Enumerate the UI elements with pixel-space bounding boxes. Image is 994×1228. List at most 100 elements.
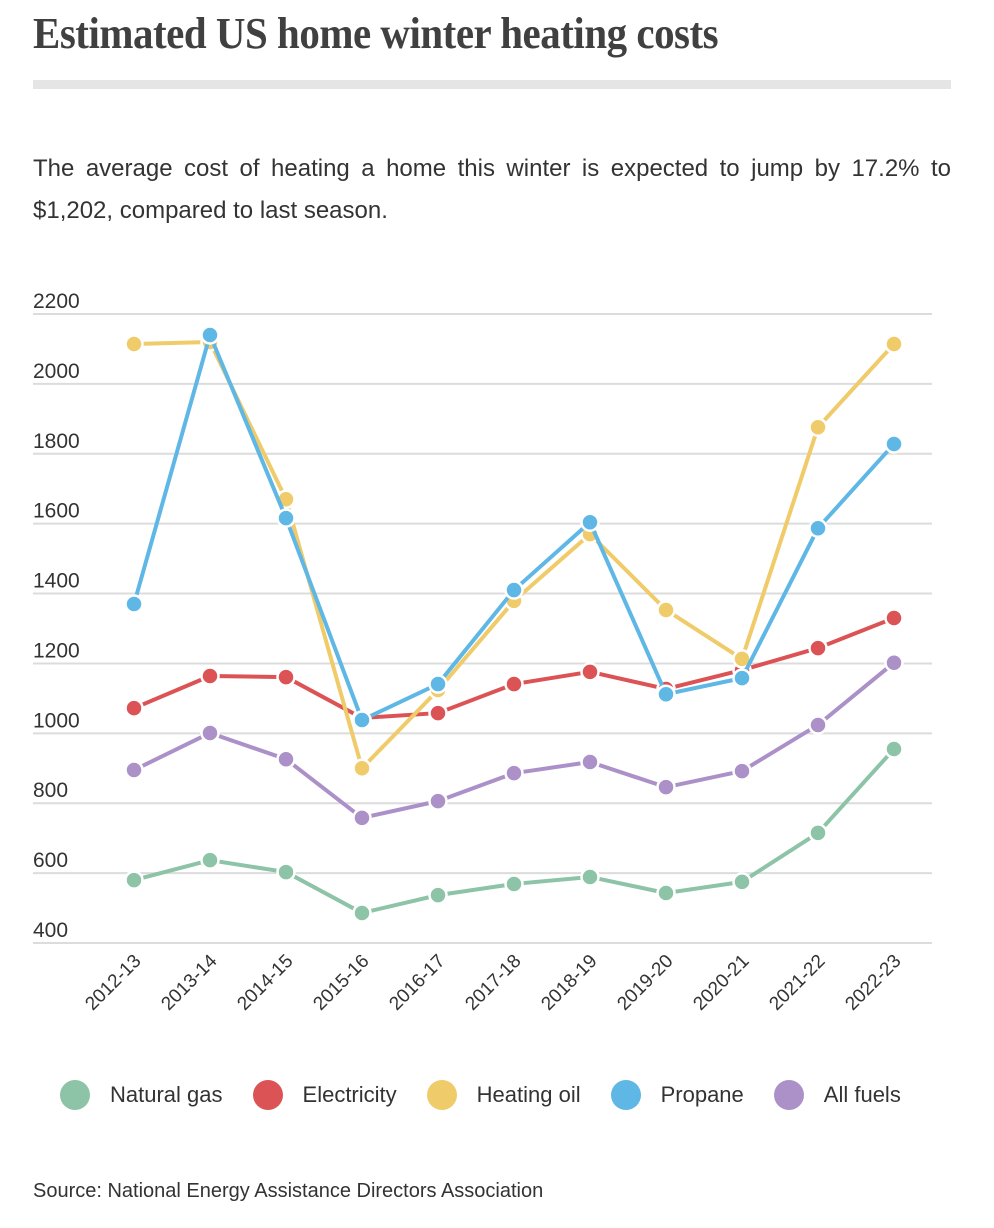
legend-label: Electricity — [302, 1082, 397, 1107]
legend-swatch-icon — [60, 1080, 90, 1110]
x-tick-label: 2019-20 — [613, 951, 677, 1015]
legend-label: Heating oil — [476, 1082, 581, 1107]
data-point[interactable] — [352, 758, 372, 779]
data-point[interactable] — [352, 710, 372, 730]
y-tick-label: 1400 — [33, 570, 80, 593]
data-point[interactable] — [200, 723, 220, 743]
data-point[interactable] — [276, 862, 296, 882]
x-tick-label: 2015-16 — [309, 951, 373, 1015]
legend-item[interactable]: Electricity — [252, 1080, 397, 1110]
legend-item[interactable]: Propane — [610, 1080, 744, 1110]
data-point[interactable] — [124, 760, 144, 780]
data-point[interactable] — [124, 594, 144, 614]
x-tick-label: 2022-23 — [841, 951, 905, 1015]
chart-title: Estimated US home winter heating costs — [33, 9, 719, 58]
legend-swatch-icon — [252, 1080, 283, 1110]
data-point[interactable] — [884, 434, 904, 454]
data-point[interactable] — [732, 872, 752, 892]
data-point[interactable] — [504, 874, 524, 894]
y-tick-label: 1600 — [33, 500, 80, 523]
data-point[interactable] — [884, 608, 904, 628]
data-point[interactable] — [808, 715, 828, 735]
data-point[interactable] — [124, 334, 144, 354]
chart-subtitle: The average cost of heating a home this … — [33, 155, 951, 224]
y-tick-label: 2000 — [33, 360, 80, 383]
series-line — [133, 339, 896, 771]
x-tick-label: 2014-15 — [233, 951, 297, 1015]
data-point[interactable] — [124, 698, 144, 718]
data-point[interactable] — [656, 777, 676, 797]
data-point[interactable] — [428, 703, 448, 723]
line-chart: 2200 2000 1800 1600 1400 1200 1000 800 600 400 20… — [33, 290, 932, 1015]
data-point[interactable] — [884, 334, 904, 354]
series-propane — [124, 325, 904, 730]
legend-swatch-icon — [610, 1080, 641, 1110]
legend-label: Propane — [660, 1082, 744, 1107]
data-point[interactable] — [884, 652, 904, 673]
data-point[interactable] — [504, 580, 524, 600]
data-point[interactable] — [428, 674, 448, 694]
series-heating-oil — [124, 332, 904, 779]
x-tick-label: 2021-22 — [765, 951, 829, 1015]
x-axis-ticks: 2012-13 2013-14 2014-15 2015-16 2016-17 2017-… — [81, 950, 905, 1014]
legend-item[interactable]: Heating oil — [426, 1080, 581, 1110]
data-point[interactable] — [428, 885, 448, 905]
data-point[interactable] — [732, 761, 752, 781]
data-point[interactable] — [504, 674, 524, 694]
data-point[interactable] — [808, 638, 828, 658]
data-point[interactable] — [200, 850, 220, 870]
data-point[interactable] — [808, 518, 828, 538]
data-point[interactable] — [352, 903, 372, 923]
x-tick-label: 2012-13 — [81, 951, 145, 1015]
x-tick-label: 2016-17 — [385, 951, 449, 1015]
series-line — [133, 616, 895, 720]
legend-swatch-icon — [773, 1080, 804, 1110]
data-point[interactable] — [124, 870, 144, 890]
legend-item[interactable]: Natural gas — [60, 1080, 223, 1110]
data-point[interactable] — [580, 752, 600, 772]
data-point[interactable] — [656, 684, 676, 704]
data-point[interactable] — [580, 867, 600, 887]
data-point[interactable] — [808, 823, 828, 843]
legend-item[interactable]: All fuels — [773, 1080, 901, 1110]
series-line — [132, 332, 896, 723]
data-point[interactable] — [580, 662, 600, 682]
series-lines — [124, 325, 904, 923]
x-tick-label: 2017-18 — [461, 951, 525, 1015]
data-point[interactable] — [276, 508, 296, 528]
x-tick-label: 2013-14 — [157, 950, 221, 1014]
title-divider — [33, 80, 951, 89]
gridlines — [33, 313, 932, 944]
series-all-fuels — [124, 652, 904, 828]
y-tick-label: 400 — [33, 919, 68, 942]
x-tick-label: 2020-21 — [689, 951, 753, 1015]
legend: Natural gas Electricity Heating oil Propane… — [60, 1080, 931, 1110]
x-tick-label: 2018-19 — [537, 951, 601, 1015]
y-tick-label: 1200 — [33, 639, 80, 662]
y-tick-label: 1000 — [33, 709, 80, 732]
data-point[interactable] — [200, 666, 220, 686]
source-note: Source: National Energy Assistance Direc… — [33, 1180, 544, 1202]
series-electricity — [124, 608, 904, 728]
data-point[interactable] — [352, 808, 372, 828]
legend-swatch-icon — [426, 1080, 457, 1110]
data-point[interactable] — [884, 739, 904, 759]
y-axis-ticks: 2200 2000 1800 1600 1400 1200 1000 800 600 400 — [33, 290, 80, 942]
y-tick-label: 800 — [33, 779, 68, 802]
data-point[interactable] — [504, 763, 524, 783]
data-point[interactable] — [656, 600, 676, 620]
data-point[interactable] — [656, 883, 676, 903]
y-tick-label: 600 — [33, 849, 68, 872]
series-natural-gas — [124, 739, 904, 923]
data-point[interactable] — [428, 791, 448, 811]
data-point[interactable] — [276, 749, 296, 769]
data-point[interactable] — [580, 512, 600, 533]
data-point[interactable] — [276, 667, 296, 687]
data-point[interactable] — [200, 325, 220, 345]
data-point[interactable] — [808, 417, 828, 437]
y-tick-label: 1800 — [33, 430, 80, 453]
y-tick-label: 2200 — [33, 290, 80, 313]
legend-label: Natural gas — [110, 1082, 223, 1107]
data-point[interactable] — [732, 668, 752, 688]
legend-label: All fuels — [823, 1082, 901, 1107]
